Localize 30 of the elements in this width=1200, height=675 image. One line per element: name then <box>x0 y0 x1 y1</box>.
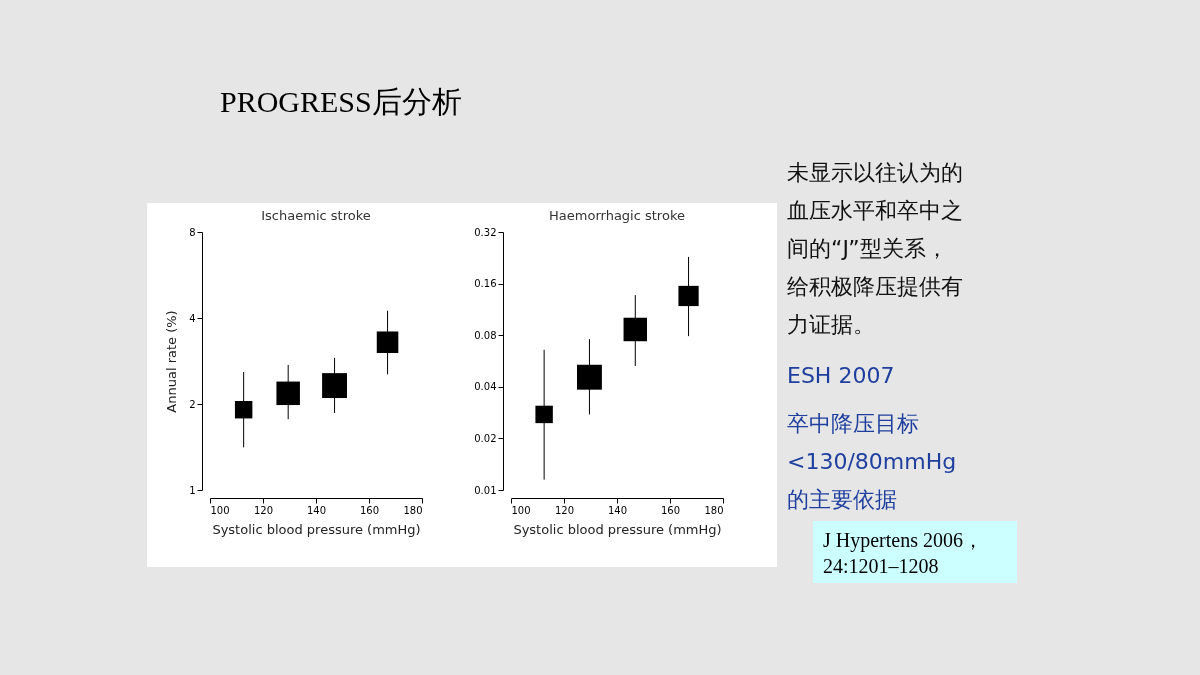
y-tick-label: 8 <box>189 226 196 238</box>
x-tick-label: 120 <box>253 504 274 516</box>
chart-title: Haemorrhagic stroke <box>549 208 685 223</box>
x-axis-title: Systolic blood pressure (mmHg) <box>513 521 722 537</box>
y-tick-label: 1 <box>189 484 196 496</box>
x-tick-label: 140 <box>306 504 327 516</box>
x-tick-label: 180 <box>704 504 724 516</box>
y-tick-label: 2 <box>189 398 196 410</box>
y-tick-label: 0.08 <box>474 329 497 341</box>
y-tick-label: 4 <box>189 312 196 324</box>
x-tick-label: 160 <box>359 504 380 516</box>
text: 未显示以往认为的血压水平和卒中之间的“J”型关系，给积极降压提供有力证据。 <box>787 159 964 339</box>
text: PROGRESS后分析 <box>220 84 462 120</box>
chart-title: Ischaemic stroke <box>261 208 371 223</box>
x-tick-label: 100 <box>511 504 531 516</box>
text: J Hypertens 2006，24:1201–1208 <box>813 521 1017 583</box>
y-tick-label: 0.01 <box>474 484 497 496</box>
text: 卒中降压目标<130/80mmHg的主要依据 <box>787 410 958 514</box>
x-tick-label: 100 <box>210 504 230 516</box>
text: ESH 2007 <box>787 362 896 390</box>
x-tick-label: 160 <box>660 504 681 516</box>
x-tick-label: 120 <box>554 504 575 516</box>
y-tick-label: 0.02 <box>474 432 497 444</box>
y-tick-label: 0.32 <box>474 226 497 238</box>
x-tick-label: 140 <box>607 504 628 516</box>
y-tick-label: 0.04 <box>474 381 497 393</box>
y-axis-title: Annual rate (%) <box>164 310 180 413</box>
x-axis-title: Systolic blood pressure (mmHg) <box>212 521 421 537</box>
x-tick-label: 180 <box>403 504 423 516</box>
y-tick-label: 0.16 <box>474 278 497 290</box>
